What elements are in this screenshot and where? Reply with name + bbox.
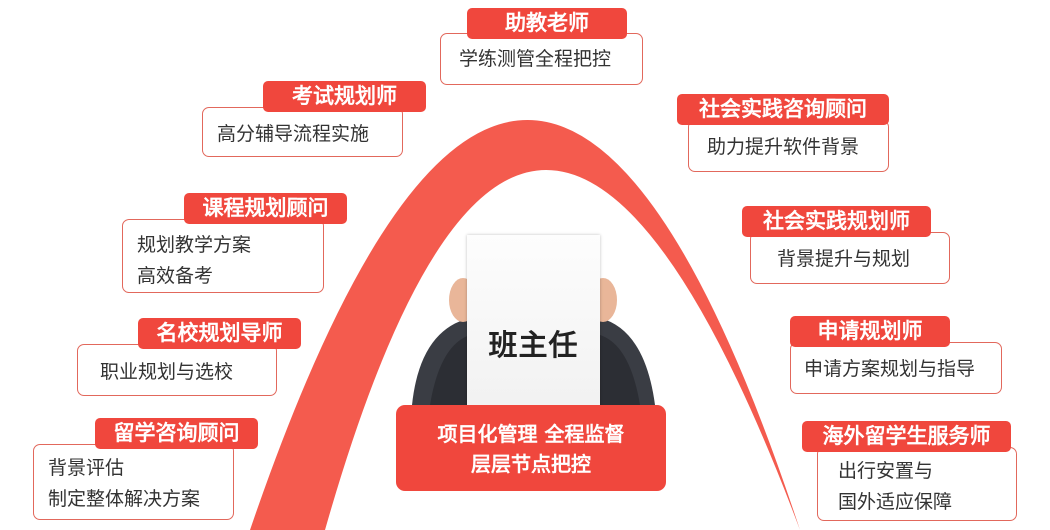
role-desc: 出行安置与	[838, 460, 934, 482]
role-desc: 高效备考	[137, 265, 214, 287]
role-desc: 申请方案规划与指导	[804, 358, 976, 380]
center-line-1: 项目化管理 全程监督	[437, 422, 625, 446]
role-desc: 助力提升软件背景	[707, 136, 860, 158]
role-course-consultant-box: 规划教学方案 高效备考	[122, 219, 324, 293]
role-application-planner-box: 申请方案规划与指导	[790, 342, 1002, 394]
role-social-practice-consultant-title: 社会实践咨询顾问	[677, 94, 889, 125]
role-assistant-teacher-box: 学练测管全程把控	[440, 33, 643, 85]
role-desc: 背景评估	[48, 457, 125, 479]
role-desc: 学练测管全程把控	[459, 48, 612, 70]
role-school-planner-box: 职业规划与选校	[77, 344, 277, 396]
role-course-consultant-title: 课程规划顾问	[184, 193, 347, 224]
role-social-practice-planner-title: 社会实践规划师	[742, 206, 931, 237]
paper-sheet	[467, 235, 600, 415]
role-desc: 制定整体解决方案	[48, 488, 201, 510]
role-desc: 高分辅导流程实施	[217, 123, 370, 145]
role-overseas-service-title: 海外留学生服务师	[802, 421, 1011, 452]
role-exam-planner-title: 考试规划师	[263, 81, 426, 112]
role-exam-planner-box: 高分辅导流程实施	[202, 107, 403, 157]
role-study-abroad-consultant-box: 背景评估 制定整体解决方案	[33, 444, 234, 520]
role-school-planner-title: 名校规划导师	[138, 318, 301, 349]
center-line-2: 层层节点把控	[471, 452, 591, 476]
role-study-abroad-consultant-title: 留学咨询顾问	[95, 418, 258, 449]
role-desc: 背景提升与规划	[777, 248, 911, 270]
role-assistant-teacher-title: 助教老师	[467, 8, 627, 39]
center-summary: 项目化管理 全程监督 层层节点把控	[396, 405, 666, 491]
role-overseas-service-box: 出行安置与 国外适应保障	[817, 447, 1017, 521]
role-social-practice-planner-box: 背景提升与规划	[750, 232, 950, 284]
role-social-practice-consultant-box: 助力提升软件背景	[688, 120, 889, 172]
role-desc: 规划教学方案	[137, 234, 252, 256]
role-desc: 国外适应保障	[838, 491, 953, 513]
center-title: 班主任	[488, 328, 579, 362]
role-application-planner-title: 申请规划师	[790, 316, 950, 347]
role-desc: 职业规划与选校	[100, 361, 234, 383]
